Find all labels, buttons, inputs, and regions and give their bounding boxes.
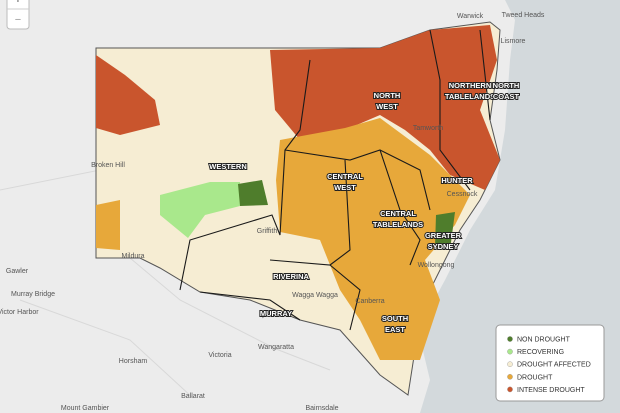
place-label: Wangaratta xyxy=(258,344,294,351)
place-label: Griffith xyxy=(257,228,278,235)
region-label: SOUTH EAST xyxy=(382,314,408,334)
place-label: Canberra xyxy=(355,298,384,305)
region-label-line: COAST xyxy=(493,92,520,101)
region-label-line: WEST xyxy=(334,183,356,192)
region-label: MURRAY xyxy=(260,309,292,318)
region-boundaries xyxy=(179,29,491,331)
region-label: HUNTER xyxy=(441,176,473,185)
place-label: Armidale xyxy=(446,94,474,101)
region-label-line: SYDNEY xyxy=(428,242,459,251)
region-label-line: NORTH xyxy=(374,91,401,100)
drought-area xyxy=(96,200,120,250)
place-label: Gawler xyxy=(6,268,29,275)
region-label-line: WEST xyxy=(376,102,398,111)
legend-swatch xyxy=(507,336,513,342)
region-label: GREATER SYDNEY xyxy=(425,231,462,251)
place-label: Broken Hill xyxy=(91,162,125,169)
region-label-line: WESTERN xyxy=(209,162,247,171)
region-label: CENTRAL WEST xyxy=(327,172,363,192)
legend-label: RECOVERING xyxy=(517,349,564,356)
place-label: Mildura xyxy=(122,253,145,260)
region-label-line: TABLELANDS xyxy=(445,92,495,101)
region-label-line: RIVERINA xyxy=(273,272,309,281)
legend-box xyxy=(495,324,605,402)
region-labels: NORTH WEST NORTHERN TABLELANDS NORTH COAST WES… xyxy=(208,80,520,335)
place-label: Horsham xyxy=(119,358,148,365)
intense-area xyxy=(270,25,500,190)
place-label: Tamworth xyxy=(413,125,443,132)
legend-label: NON DROUGHT xyxy=(517,337,571,344)
drought-area xyxy=(276,118,470,360)
region-label-line: EAST xyxy=(385,325,405,334)
region-label-line: MURRAY xyxy=(260,309,292,318)
legend: NON DROUGHT RECOVERING DROUGHT AFFECTED DRO… xyxy=(495,324,605,402)
region-label: WESTERN xyxy=(209,162,247,171)
place-label: Mount Gambier xyxy=(61,405,110,412)
intense-area xyxy=(96,55,160,135)
legend-swatch xyxy=(507,348,513,355)
place-label: Murray Bridge xyxy=(11,291,55,298)
region-label-line: GREATER xyxy=(425,231,462,240)
place-label: Tweed Heads xyxy=(502,12,545,19)
region-label-line: NORTH xyxy=(493,81,520,90)
region-label-line: HUNTER xyxy=(441,176,473,185)
region-label: NORTH WEST xyxy=(374,91,401,111)
legend-swatch xyxy=(507,373,513,380)
region-label: RIVERINA xyxy=(273,272,309,281)
region-label: NORTHERN TABLELANDS xyxy=(445,81,495,101)
zoom-in[interactable]: + xyxy=(15,0,21,6)
place-label: Ballarat xyxy=(181,393,205,400)
place-label: Victoria xyxy=(208,352,231,359)
place-label: Bairnsdale xyxy=(305,405,338,412)
ocean xyxy=(418,0,620,413)
place-labels: Warwick Tweed Heads Lismore Armidale Tamwort… xyxy=(0,12,545,412)
region-label: NORTH COAST xyxy=(493,81,520,101)
non-drought-area xyxy=(238,180,268,206)
legend-swatch xyxy=(507,361,513,368)
zoom-box xyxy=(6,0,30,30)
legend-swatch xyxy=(507,386,513,393)
zoom-out[interactable]: − xyxy=(15,14,21,26)
place-label: Cessnock xyxy=(447,191,478,198)
place-label: Lismore xyxy=(501,38,526,45)
legend-label: DROUGHT xyxy=(517,374,553,381)
place-label: Victor Harbor xyxy=(0,309,39,316)
region-label-line: CENTRAL xyxy=(380,209,416,218)
legend-label: DROUGHT AFFECTED xyxy=(517,362,591,369)
zoom-control: + − xyxy=(6,0,30,30)
region-label-line: TABLELANDS xyxy=(373,220,423,229)
place-label: Warwick xyxy=(457,13,484,20)
region-label-line: CENTRAL xyxy=(327,172,363,181)
non-drought-area xyxy=(435,212,455,250)
region-label-line: SOUTH xyxy=(382,314,408,323)
recovering-area xyxy=(160,182,240,238)
legend-label: INTENSE DROUGHT xyxy=(517,387,585,394)
region-label: CENTRAL TABLELANDS xyxy=(373,209,423,229)
place-label: Wollongong xyxy=(418,262,455,269)
region-label-line: NORTHERN xyxy=(449,81,492,90)
place-label: Wagga Wagga xyxy=(292,292,338,299)
